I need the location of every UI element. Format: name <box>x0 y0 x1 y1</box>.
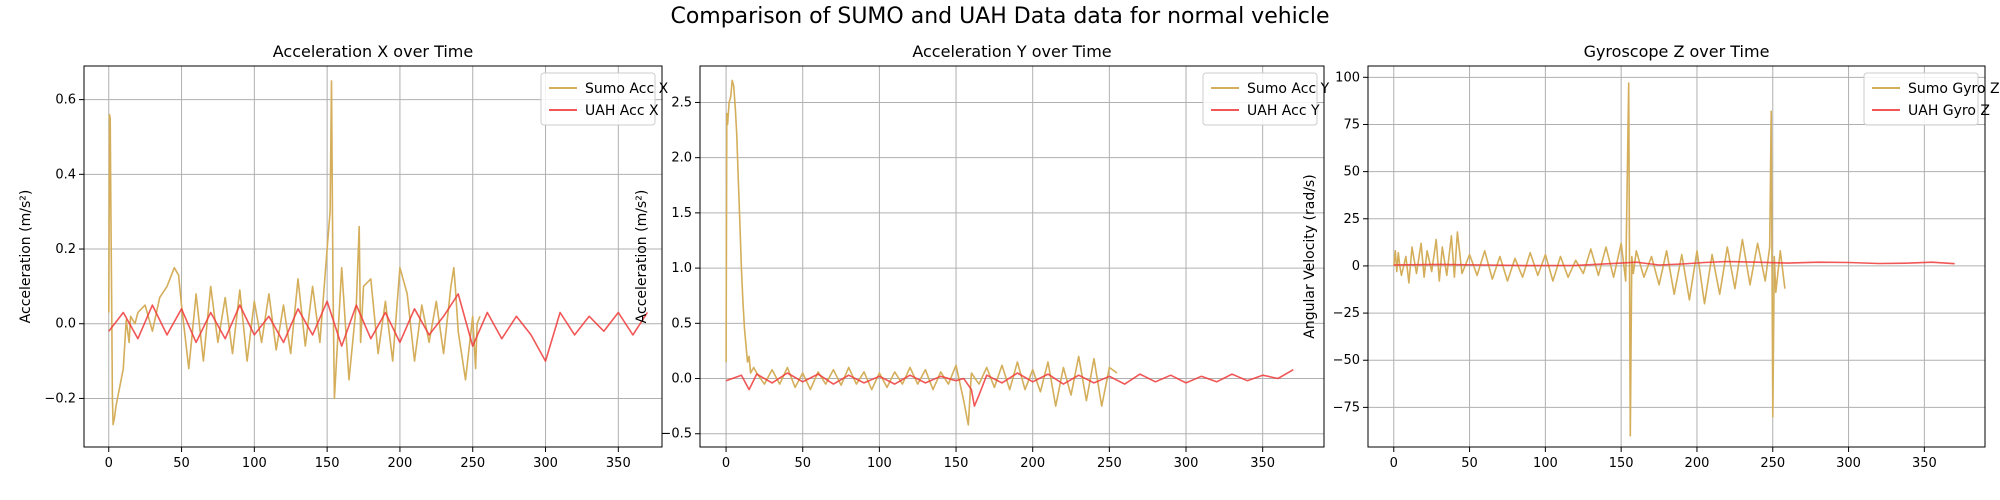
x-tick-label: 50 <box>794 456 811 471</box>
plot-frame <box>83 65 663 448</box>
x-tick-label: 250 <box>1760 456 1785 471</box>
chart-title: Gyroscope Z over Time <box>1584 42 1770 61</box>
x-tick-label: 0 <box>1390 456 1398 471</box>
series-line-sumo <box>108 80 481 426</box>
chart-title: Acceleration Y over Time <box>912 42 1111 61</box>
x-tick-label: 100 <box>1533 456 1558 471</box>
x-tick-label: 350 <box>1912 456 1937 471</box>
y-tick-label: 0 <box>1352 259 1360 274</box>
legend-label: Sumo Gyro Z <box>1908 81 2000 97</box>
legend: Sumo Acc X UAH Acc X <box>540 72 669 126</box>
series-line-sumo <box>725 79 1118 426</box>
legend-box <box>1863 72 1979 126</box>
chart-title: Acceleration X over Time <box>273 42 473 61</box>
x-tick-label: 350 <box>606 456 631 471</box>
y-tick-label: 75 <box>1343 117 1360 132</box>
plot-frame <box>1367 65 1986 448</box>
x-tick-label: 200 <box>388 456 413 471</box>
x-tick-label: 350 <box>1250 456 1275 471</box>
x-tick-label: 200 <box>1020 456 1045 471</box>
x-tick-label: 100 <box>867 456 892 471</box>
y-tick-label: 0.0 <box>55 317 76 332</box>
legend-box <box>540 72 656 126</box>
y-tick-label: 0.4 <box>55 167 76 182</box>
x-tick-label: 300 <box>1174 456 1199 471</box>
y-tick-label: 0.6 <box>55 93 76 108</box>
series-line-uah <box>1393 260 1955 267</box>
legend-label: UAH Gyro Z <box>1908 103 1990 119</box>
y-tick-label: 50 <box>1343 165 1360 180</box>
x-tick-label: 150 <box>1609 456 1634 471</box>
x-tick-label: 100 <box>242 456 267 471</box>
x-tick-label: 300 <box>1836 456 1861 471</box>
series-line-uah <box>725 369 1294 407</box>
y-tick-label: −25 <box>1333 306 1360 321</box>
y-tick-label: −50 <box>1333 353 1360 368</box>
legend-label: Sumo Acc Y <box>1247 81 1330 97</box>
legend-label: Sumo Acc X <box>585 81 669 97</box>
y-tick-label: 2.0 <box>671 151 692 166</box>
legend-label: UAH Acc X <box>585 103 659 119</box>
chart-panel-1: 0 50 100 150 200 250 300 350 −0.2 0.0 0.2 0.4 0.6 Acc… <box>18 42 669 471</box>
y-tick-label: −75 <box>1333 400 1360 415</box>
y-tick-label: 1.5 <box>671 206 692 221</box>
figure-title: Comparison of SUMO and UAH Data data for… <box>670 4 1330 29</box>
x-tick-label: 150 <box>944 456 969 471</box>
chart-panel-2: 0 50 100 150 200 250 300 350 −0.5 0.0 0.5 1.0 1.5 2.0… <box>634 42 1330 471</box>
series-line-sumo <box>1393 82 1786 437</box>
y-tick-label: −0.2 <box>44 391 76 406</box>
legend: Sumo Acc Y UAH Acc Y <box>1202 72 1330 126</box>
legend-box <box>1202 72 1318 126</box>
x-tick-label: 50 <box>1461 456 1478 471</box>
x-tick-label: 300 <box>533 456 558 471</box>
x-tick-label: 0 <box>105 456 113 471</box>
y-tick-label: 25 <box>1343 212 1360 227</box>
y-tick-label: 100 <box>1335 70 1360 85</box>
series-line-uah <box>108 293 649 362</box>
legend-label: UAH Acc Y <box>1247 103 1320 119</box>
legend: Sumo Gyro Z UAH Gyro Z <box>1863 72 2000 126</box>
y-tick-label: −0.5 <box>660 427 692 442</box>
y-tick-label: 0.5 <box>671 316 692 331</box>
y-tick-label: 2.5 <box>671 95 692 110</box>
x-tick-label: 250 <box>1097 456 1122 471</box>
y-tick-label: 0.0 <box>671 372 692 387</box>
y-axis-label: Angular Velocity (rad/s) <box>1302 174 1318 338</box>
x-tick-label: 200 <box>1685 456 1710 471</box>
y-axis-label: Acceleration (m/s²) <box>634 190 650 324</box>
x-tick-label: 250 <box>460 456 485 471</box>
plot-frame <box>699 65 1325 448</box>
x-tick-label: 0 <box>722 456 730 471</box>
x-tick-label: 150 <box>315 456 340 471</box>
x-tick-label: 50 <box>173 456 190 471</box>
y-tick-label: 0.2 <box>55 242 76 257</box>
y-axis-label: Acceleration (m/s²) <box>18 190 34 324</box>
y-tick-label: 1.0 <box>671 261 692 276</box>
chart-panel-3: 0 50 100 150 200 250 300 350 −75 −50 −25 0 25 50 75 100… <box>1302 42 2000 471</box>
